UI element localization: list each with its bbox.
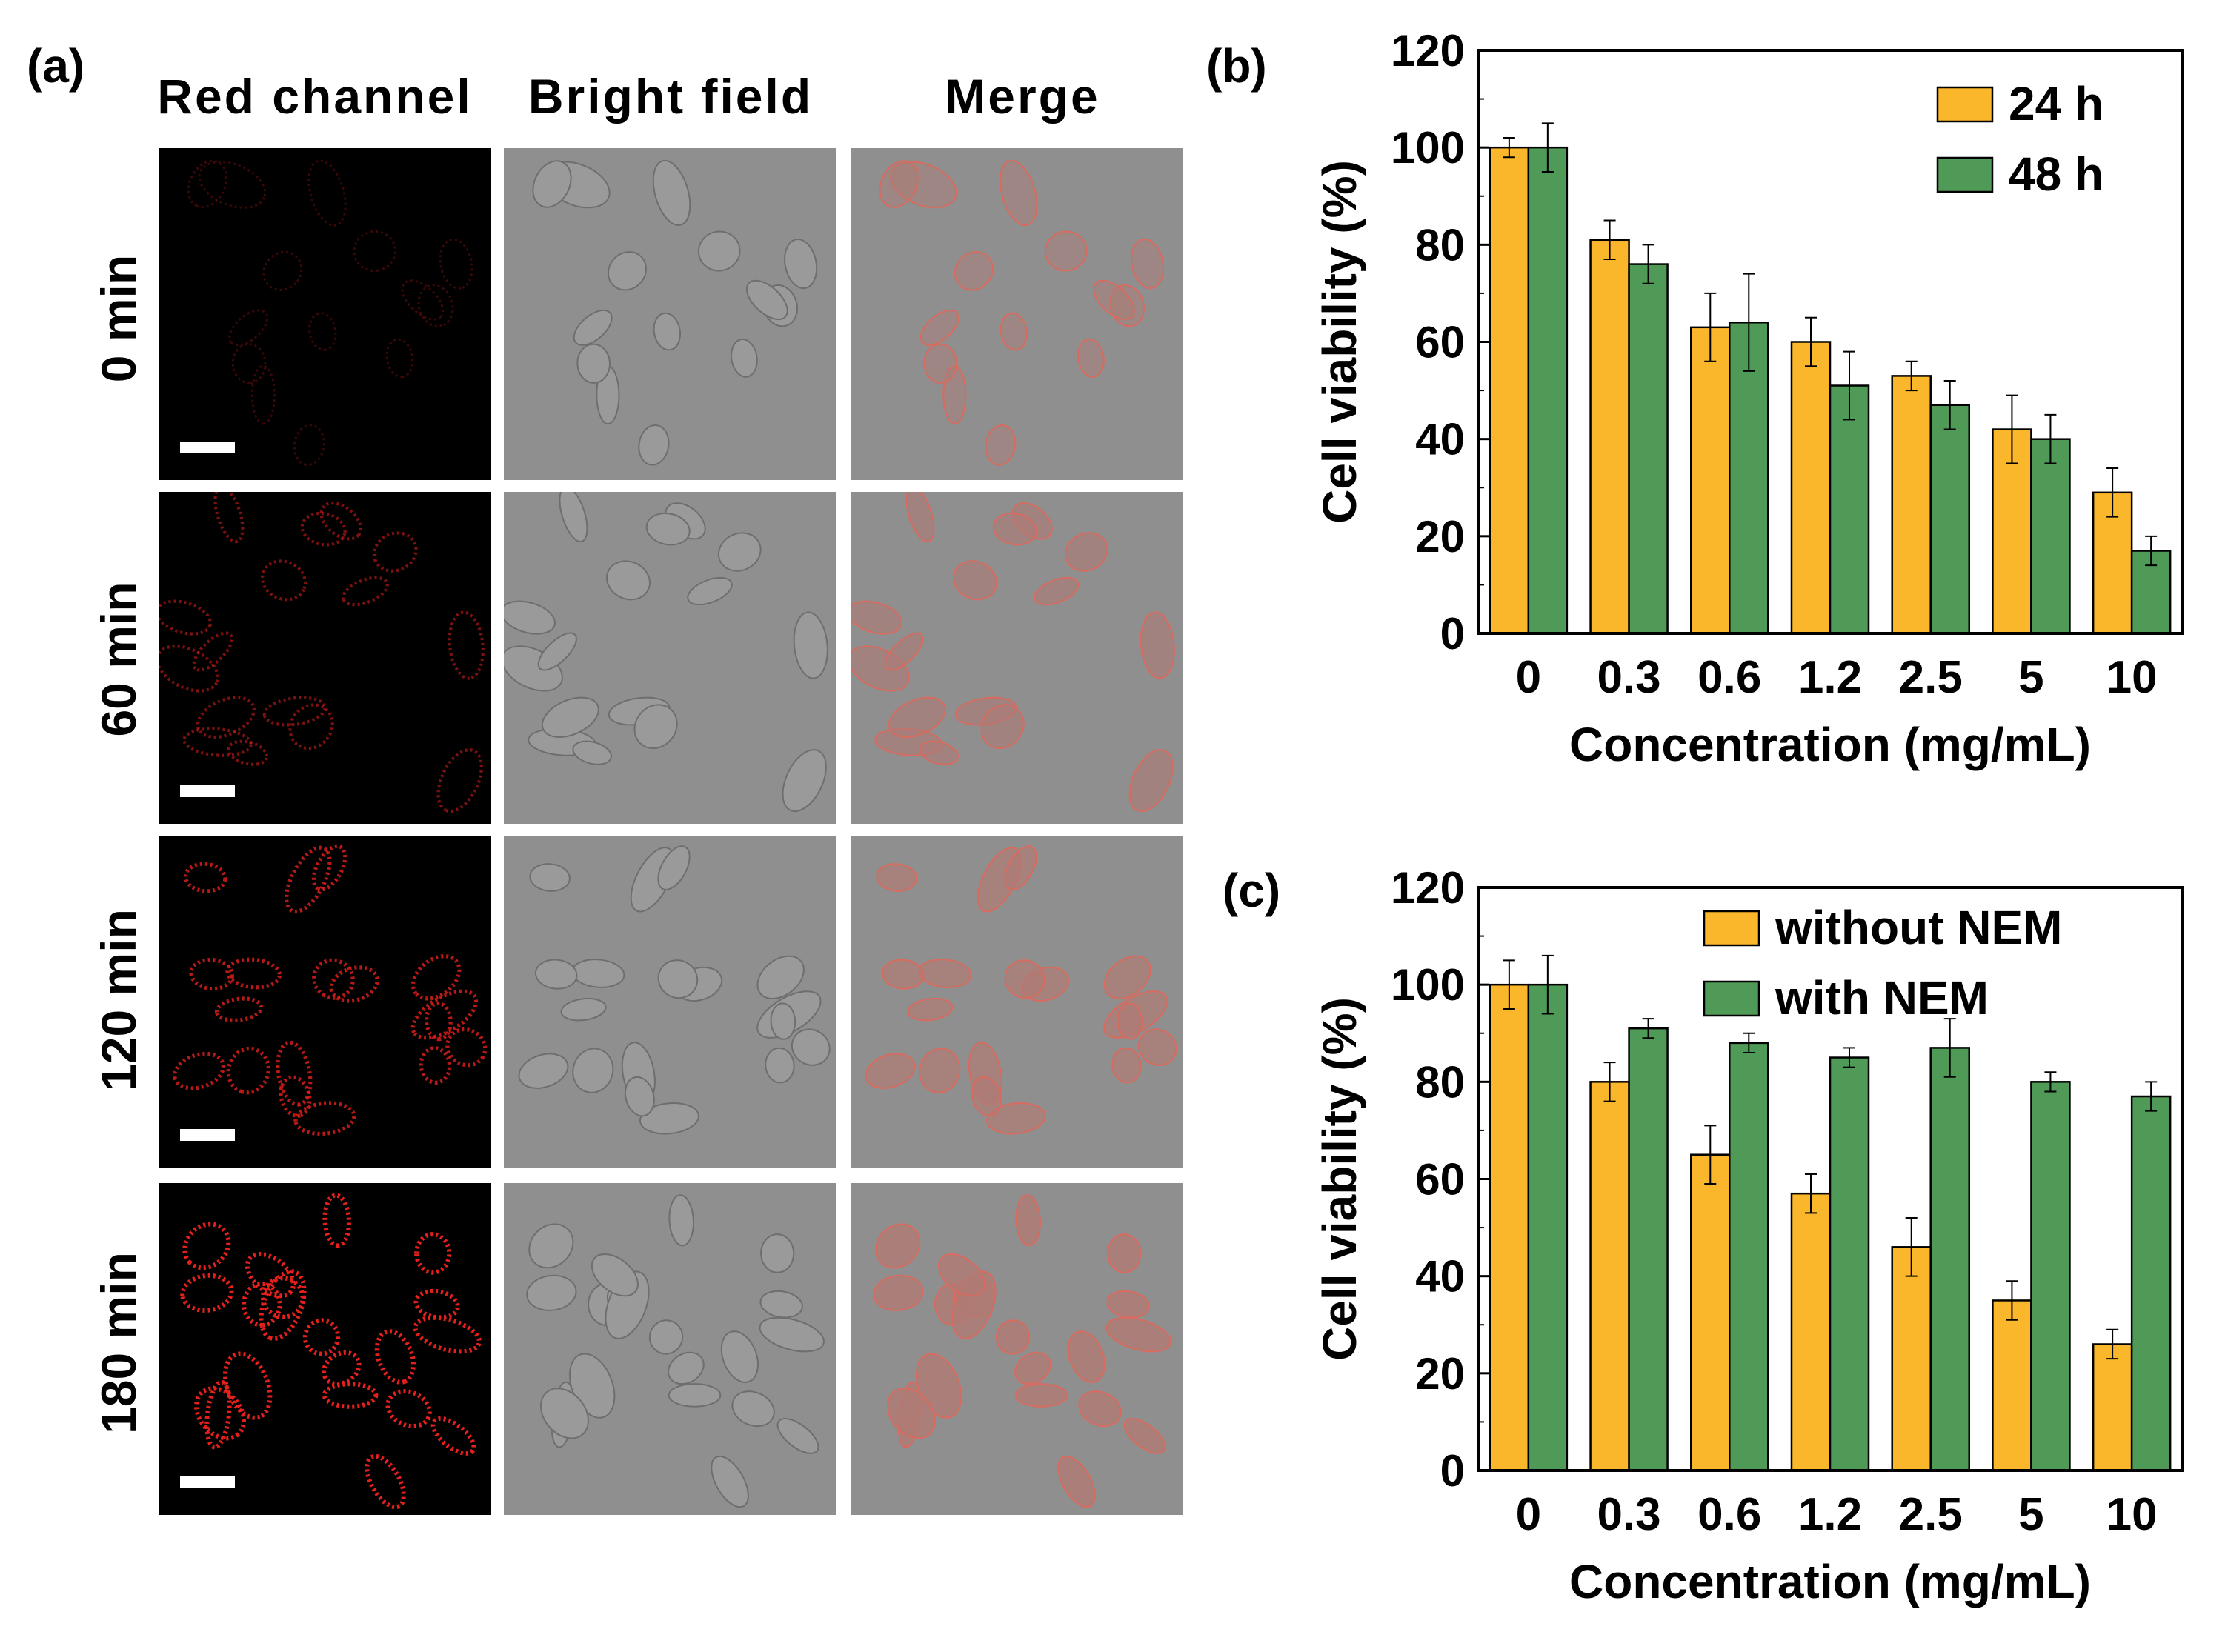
- bar-with-NEM-0.3: [1628, 1027, 1669, 1472]
- legend-label: 48 h: [2009, 147, 2103, 201]
- bar-without-NEM-0: [1489, 983, 1530, 1472]
- scale-bar: [180, 785, 235, 797]
- x-tick-label: 0.3: [1597, 1489, 1660, 1540]
- legend-label: without NEM: [1775, 901, 2062, 954]
- y-tick-label: 40: [1415, 1252, 1465, 1302]
- y-tick-label: 120: [1391, 26, 1465, 76]
- micrograph-red-row3: [159, 1183, 491, 1515]
- x-tick-label: 0.6: [1697, 652, 1761, 703]
- legend-swatch: [1936, 156, 1994, 193]
- column-header-merge: Merge: [945, 69, 1100, 124]
- x-tick-label: 5: [2018, 1489, 2043, 1540]
- bar-24-h-2.5: [1891, 375, 1932, 635]
- bar-with-NEM-0.6: [1729, 1042, 1769, 1472]
- panel-a-label: (a): [27, 39, 85, 93]
- micrograph-merge-row0: [851, 148, 1183, 480]
- scale-bar: [180, 1476, 235, 1488]
- micrograph-merge-row3: [851, 1183, 1183, 1515]
- x-axis-label: Concentration (mg/mL): [1569, 1555, 2091, 1608]
- y-tick-label: 0: [1440, 1446, 1465, 1496]
- x-tick-label: 2.5: [1899, 652, 1963, 703]
- bar-without-NEM-1.2: [1790, 1192, 1832, 1472]
- bar-48-h-5: [2030, 438, 2071, 635]
- micrograph-red-row0: [159, 148, 491, 480]
- y-axis-label: Cell viability (%): [1313, 160, 1366, 524]
- bar-24-h-0.6: [1690, 326, 1731, 635]
- micrograph-bright-row2: [504, 836, 836, 1168]
- micrograph-merge-row2: [851, 836, 1183, 1168]
- y-tick-label: 100: [1391, 123, 1465, 173]
- x-tick-label: 0: [1516, 652, 1541, 703]
- x-tick-label: 10: [2106, 652, 2158, 703]
- bar-with-NEM-10: [2130, 1095, 2172, 1472]
- bar-with-NEM-5: [2030, 1081, 2071, 1472]
- column-header-bright-field: Bright field: [528, 69, 814, 124]
- y-tick-label: 80: [1415, 220, 1465, 270]
- y-tick-label: 20: [1415, 512, 1465, 562]
- x-tick-label: 2.5: [1899, 1489, 1963, 1540]
- bar-without-NEM-10: [2092, 1343, 2133, 1472]
- legend-label: 24 h: [2009, 77, 2103, 130]
- y-tick-label: 60: [1415, 318, 1465, 367]
- x-tick-label: 0.6: [1697, 1489, 1761, 1540]
- micrograph-red-row1: [159, 492, 491, 824]
- bar-48-h-0: [1527, 146, 1569, 635]
- column-header-red-channel: Red channel: [157, 69, 473, 124]
- y-tick-label: 20: [1415, 1349, 1465, 1399]
- bar-48-h-0.6: [1729, 322, 1769, 635]
- scale-bar: [180, 442, 235, 453]
- micrograph-red-row2: [159, 836, 491, 1168]
- bar-with-NEM-1.2: [1829, 1056, 1870, 1472]
- x-tick-label: 1.2: [1798, 652, 1862, 703]
- bar-without-NEM-0.3: [1589, 1081, 1630, 1472]
- y-tick-label: 60: [1415, 1155, 1465, 1205]
- y-axis-label: Cell viability (%): [1313, 997, 1366, 1361]
- y-tick-label: 40: [1415, 415, 1465, 464]
- bar-with-NEM-0: [1527, 983, 1569, 1472]
- legend-swatch: [1703, 910, 1760, 947]
- legend-swatch: [1936, 86, 1994, 123]
- x-tick-label: 5: [2018, 652, 2043, 703]
- bar-without-NEM-0.6: [1690, 1153, 1731, 1472]
- x-tick-label: 1.2: [1798, 1489, 1862, 1540]
- micrograph-bright-row3: [504, 1183, 836, 1515]
- bar-24-h-1.2: [1790, 341, 1832, 635]
- y-tick-label: 100: [1391, 960, 1465, 1010]
- y-tick-label: 80: [1415, 1057, 1465, 1107]
- y-tick-label: 120: [1391, 863, 1465, 913]
- x-tick-label: 0: [1516, 1489, 1541, 1540]
- micrograph-merge-row1: [851, 492, 1183, 824]
- micrograph-bright-row0: [504, 148, 836, 480]
- bar-with-NEM-2.5: [1929, 1047, 1970, 1472]
- legend-label: with NEM: [1775, 971, 1989, 1025]
- x-tick-label: 0.3: [1597, 652, 1660, 703]
- y-tick-label: 0: [1440, 609, 1465, 659]
- x-tick-label: 10: [2106, 1489, 2158, 1540]
- bar-without-NEM-5: [1992, 1299, 2032, 1472]
- legend-swatch: [1703, 980, 1760, 1017]
- panel-c-label: (c): [1223, 864, 1281, 917]
- x-axis-label: Concentration (mg/mL): [1569, 718, 2091, 771]
- micrograph-bright-row1: [504, 492, 836, 824]
- panel-b-label: (b): [1206, 39, 1267, 93]
- bar-without-NEM-2.5: [1891, 1246, 1932, 1472]
- scale-bar: [180, 1129, 235, 1141]
